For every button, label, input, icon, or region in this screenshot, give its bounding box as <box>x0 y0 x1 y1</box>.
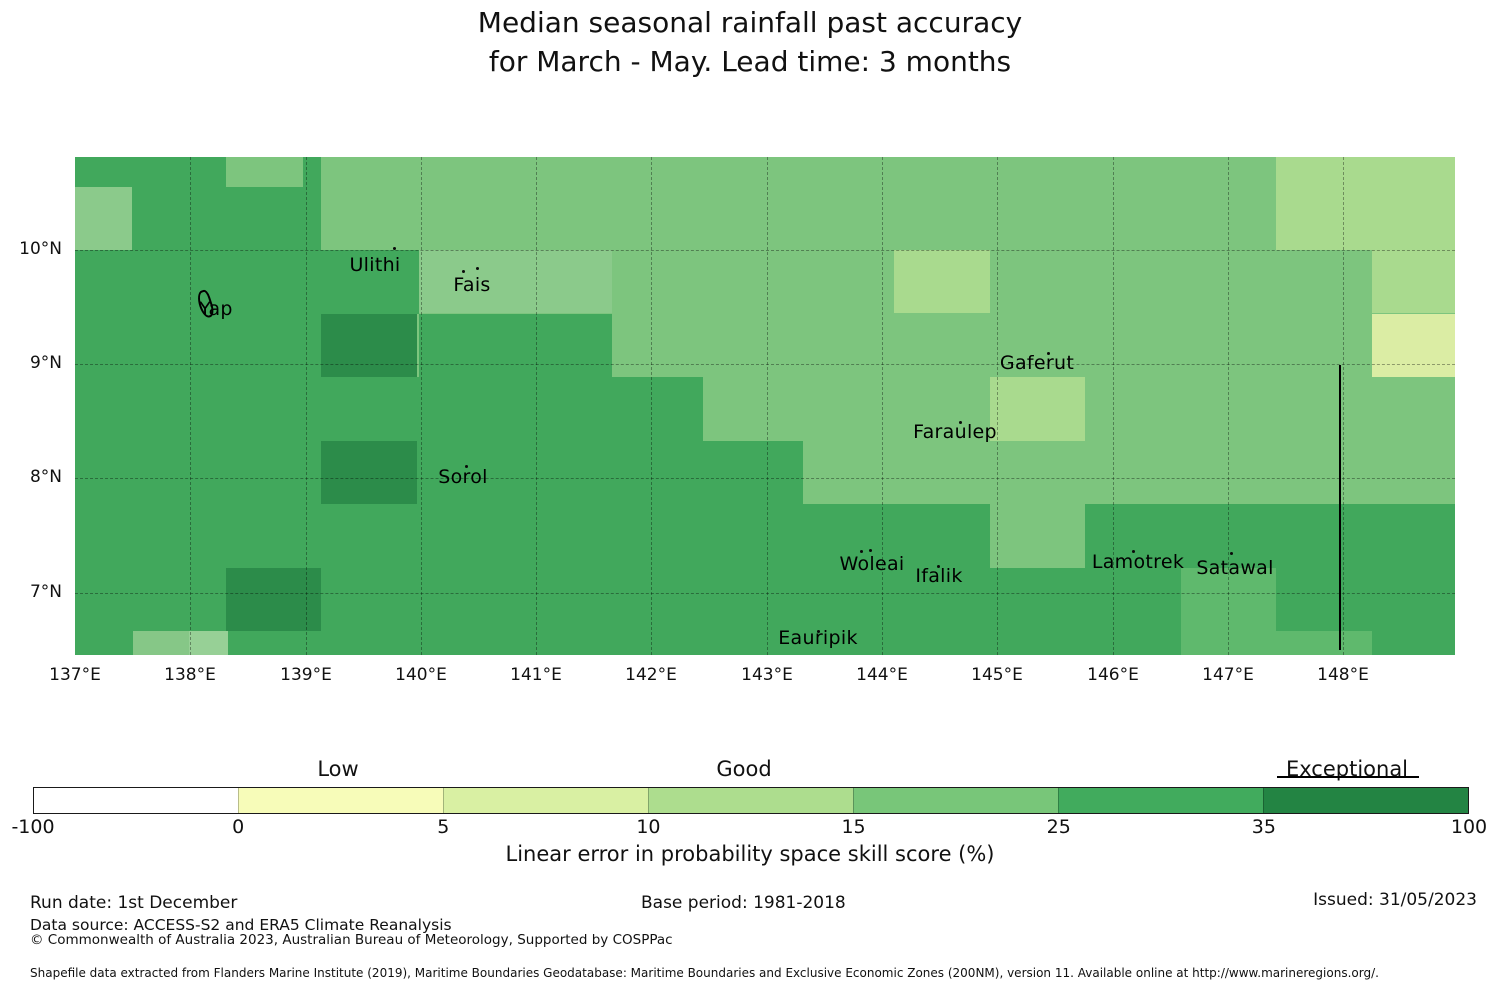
y-tick-label: 10°N <box>19 239 62 259</box>
colorbar-boundary-label: -100 <box>11 816 55 838</box>
map-cell-B <box>75 157 228 187</box>
base-period-text: Base period: 1981-2018 <box>641 893 846 913</box>
island-label-fais: Fais <box>453 274 491 296</box>
colorbar-segment-5 <box>1058 788 1263 813</box>
y-tick-label: 9°N <box>29 353 62 373</box>
map-cell-E <box>1372 314 1455 377</box>
map-cell-B <box>75 377 703 441</box>
colorbar-category-good: Good <box>716 757 772 781</box>
x-tick-label: 137°E <box>49 665 101 685</box>
island-marker-dot <box>1047 352 1050 355</box>
x-tick-label: 147°E <box>1202 665 1254 685</box>
island-label-eauripik: Eauripik <box>778 627 858 649</box>
colorbar-segment-6 <box>1263 788 1468 813</box>
x-tick-label: 142°E <box>625 665 677 685</box>
data-source-text: Data source: ACCESS-S2 and ERA5 Climate … <box>30 916 452 934</box>
colorbar <box>33 787 1469 814</box>
map-cell-B <box>75 314 321 377</box>
map-cell-D <box>990 377 1085 441</box>
y-tick-label: 7°N <box>29 582 62 602</box>
map-cell-B <box>303 157 321 187</box>
map-cell-B <box>419 314 612 377</box>
colorbar-segment-1 <box>238 788 443 813</box>
x-tick-label: 143°E <box>741 665 793 685</box>
island-label-woleai: Woleai <box>839 553 905 575</box>
colorbar-boundary-label: 5 <box>437 816 450 838</box>
x-tick-label: 146°E <box>1087 665 1139 685</box>
x-tick-label: 145°E <box>971 665 1023 685</box>
colorbar-boundary-label: 25 <box>1046 816 1071 838</box>
shapefile-note-text: Shapefile data extracted from Flanders M… <box>30 966 1379 980</box>
colorbar-boundary-label: 10 <box>636 816 661 838</box>
map-cell-C3 <box>189 631 228 655</box>
colorbar-segment-4 <box>853 788 1058 813</box>
x-tick-label: 141°E <box>510 665 562 685</box>
colorbar-boundary-label: 100 <box>1450 816 1488 838</box>
island-marker-dot <box>1132 550 1135 553</box>
island-label-lamotrek: Lamotrek <box>1091 551 1185 573</box>
x-tick-label: 144°E <box>856 665 908 685</box>
issued-date-text: Issued: 31/05/2023 <box>1313 890 1477 910</box>
island-marker-dot <box>1230 552 1233 555</box>
x-tick-label: 148°E <box>1317 665 1369 685</box>
title-line-1: Median seasonal rainfall past accuracy <box>477 6 1023 39</box>
map-cell-C <box>226 157 303 187</box>
exceptional-underline <box>1277 776 1419 778</box>
map-cell-B <box>132 187 321 250</box>
run-date-text: Run date: 1st December <box>30 893 238 913</box>
map-cell-A <box>321 314 417 377</box>
map-cell-B <box>1085 504 1455 568</box>
island-label-yap: Yap <box>199 298 233 320</box>
x-tick-label: 140°E <box>395 665 447 685</box>
map-cell-C2 <box>75 187 132 250</box>
map-cell-BC <box>1181 568 1276 631</box>
map-cell-B <box>75 441 803 504</box>
colorbar-boundary-label: 15 <box>841 816 866 838</box>
map-cell-D <box>1276 157 1455 250</box>
x-tick-label: 139°E <box>280 665 332 685</box>
island-label-ifalik: Ifalik <box>915 565 963 587</box>
island-label-ulithi: Ulithi <box>349 254 401 276</box>
map-cell-C2 <box>419 250 612 313</box>
island-marker-dot <box>462 270 465 273</box>
island-marker-dot <box>937 565 940 568</box>
colorbar-boundary-label: 35 <box>1251 816 1276 838</box>
map-cell-A <box>321 441 417 504</box>
colorbar-segment-0 <box>34 788 238 813</box>
figure-title: Median seasonal rainfall past accuracy f… <box>0 3 1500 81</box>
map-cell-BC <box>1181 631 1372 655</box>
island-label-satawal: Satawal <box>1196 557 1274 579</box>
eez-boundary-line <box>1339 365 1341 650</box>
map-cell-D <box>894 250 990 313</box>
map-cell-A <box>226 568 321 631</box>
y-tick-label: 8°N <box>29 467 62 487</box>
island-marker-dot <box>860 550 863 553</box>
map-panel: Yap Ulithi Fais Gaferut Faraulep Sorol Woleai I… <box>75 157 1455 655</box>
colorbar-segment-2 <box>443 788 648 813</box>
colorbar-axis-label: Linear error in probability space skill … <box>505 842 995 866</box>
map-cell-B <box>75 504 990 568</box>
island-marker-dot <box>959 421 962 424</box>
island-label-faraulep: Faraulep <box>913 421 997 443</box>
map-cell-B <box>75 250 419 314</box>
x-tick-label: 138°E <box>164 665 216 685</box>
island-marker-dot <box>869 549 872 552</box>
map-cell-D <box>1372 250 1455 313</box>
island-marker-dot <box>465 465 468 468</box>
island-label-sorol: Sorol <box>438 466 488 488</box>
colorbar-category-low: Low <box>317 757 359 781</box>
map-cell-C2b <box>133 631 189 655</box>
island-marker-dot <box>476 267 479 270</box>
title-line-2: for March - May. Lead time: 3 months <box>488 45 1012 78</box>
island-label-gaferut: Gaferut <box>999 352 1075 374</box>
island-marker-dot <box>817 630 820 633</box>
island-marker-dot <box>393 247 396 250</box>
copyright-text: © Commonwealth of Australia 2023, Austra… <box>30 932 673 948</box>
colorbar-segment-3 <box>648 788 853 813</box>
colorbar-boundary-label: 0 <box>232 816 245 838</box>
